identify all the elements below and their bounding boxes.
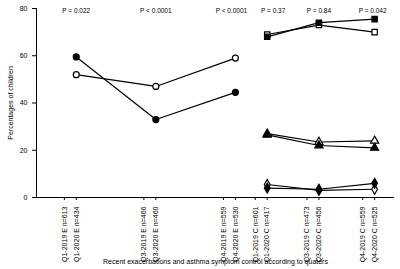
svg-text:Recent exacerbations and asthm: Recent exacerbations and asthma symptom … — [103, 258, 328, 266]
svg-text:Q3-2019 E n=466: Q3-2019 E n=466 — [140, 206, 148, 262]
svg-text:0: 0 — [24, 194, 28, 201]
svg-text:Percentages of children: Percentages of children — [7, 66, 15, 140]
svg-text:20: 20 — [20, 146, 28, 153]
svg-text:Q1-2020 C n=417: Q1-2020 C n=417 — [263, 206, 271, 262]
svg-text:80: 80 — [20, 5, 28, 12]
svg-text:40: 40 — [20, 99, 28, 106]
svg-text:60: 60 — [20, 52, 28, 59]
svg-text:Q3-2020 C n=456: Q3-2020 C n=456 — [315, 206, 323, 262]
svg-text:P = 0.042: P = 0.042 — [359, 7, 387, 14]
svg-text:Q1-2019 C n=601: Q1-2019 C n=601 — [252, 206, 260, 262]
svg-text:Q3-2020 E n=460: Q3-2020 E n=460 — [152, 206, 160, 262]
svg-text:Q3-2019 C n=473: Q3-2019 C n=473 — [303, 206, 311, 262]
svg-text:P = 0.022: P = 0.022 — [62, 7, 90, 14]
svg-text:Q4-2020 C n=525: Q4-2020 C n=525 — [371, 206, 379, 262]
svg-text:Q1-2020 E n=434: Q1-2020 E n=434 — [73, 206, 81, 262]
svg-text:Q4-2019 E n=559: Q4-2019 E n=559 — [220, 206, 228, 262]
svg-text:P = 0.84: P = 0.84 — [307, 7, 332, 14]
svg-text:Q4-2019 C n=559: Q4-2019 C n=559 — [359, 206, 367, 262]
svg-text:Q4-2020 E n=530: Q4-2020 E n=530 — [232, 206, 240, 262]
svg-text:P = 0.37: P = 0.37 — [261, 7, 286, 14]
svg-text:P < 0.0001: P < 0.0001 — [140, 7, 172, 14]
svg-text:P < 0.0001: P < 0.0001 — [216, 7, 248, 14]
svg-text:Q1-2019 E n=613: Q1-2019 E n=613 — [61, 206, 69, 262]
